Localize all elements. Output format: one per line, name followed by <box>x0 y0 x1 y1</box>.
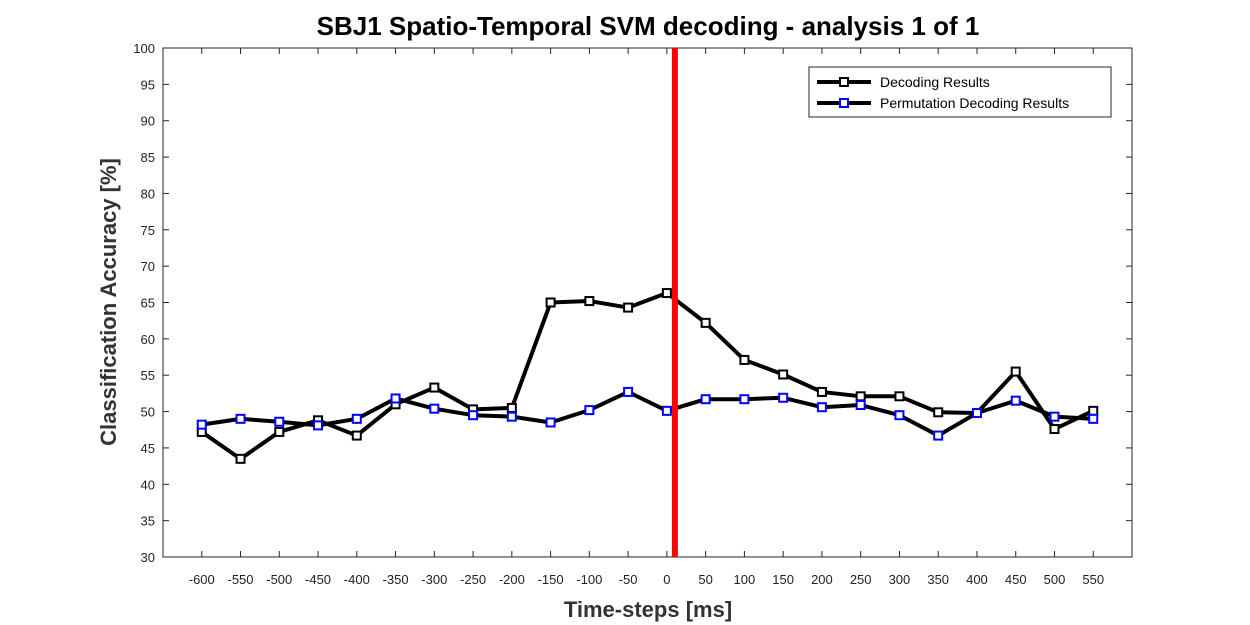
series-line-1 <box>200 291 1095 461</box>
series-2-point <box>739 394 750 405</box>
series-2-point <box>468 410 479 421</box>
y-tick-label: 40 <box>141 477 155 492</box>
legend-marker-2 <box>839 98 849 108</box>
series-2-point <box>816 402 827 413</box>
y-tick-label: 35 <box>141 514 155 529</box>
x-tick-label: 550 <box>1082 572 1104 587</box>
x-tick-label: -400 <box>344 572 370 587</box>
x-tick-label: -300 <box>421 572 447 587</box>
series-1-point <box>584 296 595 307</box>
series-2-point <box>778 392 789 403</box>
x-tick-label: 500 <box>1044 572 1066 587</box>
y-tick-label: 70 <box>141 259 155 274</box>
series-1-point <box>623 302 634 313</box>
series-1-point <box>700 317 711 328</box>
series-1-point <box>739 354 750 365</box>
y-tick-label: 65 <box>141 296 155 311</box>
series-1-point <box>1088 405 1099 416</box>
series-2-point <box>1088 413 1099 424</box>
y-tick-label: 55 <box>141 368 155 383</box>
x-tick-label: 50 <box>698 572 712 587</box>
series-2-point <box>545 417 556 428</box>
series-1-point <box>816 386 827 397</box>
legend-label-2: Permutation Decoding Results <box>880 95 1069 111</box>
series-1-point <box>429 382 440 393</box>
x-axis-label: Time-steps [ms] <box>564 597 732 622</box>
series-2-point <box>235 413 246 424</box>
series-2-point <box>390 393 401 404</box>
x-tick-label: -50 <box>619 572 638 587</box>
series-2-point <box>196 419 207 430</box>
x-tick-label: 450 <box>1005 572 1027 587</box>
x-tick-label: 400 <box>966 572 988 587</box>
series-1-point <box>855 391 866 402</box>
series-line-2 <box>201 389 1094 438</box>
series-2-point <box>429 403 440 414</box>
legend-marker-1 <box>839 77 849 87</box>
axes-box <box>162 47 1133 558</box>
x-tick-label: 250 <box>850 572 872 587</box>
series-2-point <box>313 420 324 431</box>
series-2-point <box>1049 411 1060 422</box>
x-tick-label: 0 <box>663 572 670 587</box>
series-1-point <box>235 453 246 464</box>
series-2-point <box>933 430 944 441</box>
y-tick-label: 75 <box>141 223 155 238</box>
series-1-point <box>894 391 905 402</box>
y-tick-label: 90 <box>141 114 155 129</box>
x-tick-label: -150 <box>538 572 564 587</box>
series-2-point <box>700 394 711 405</box>
x-tick-label: -550 <box>228 572 254 587</box>
x-tick-label: -350 <box>383 572 409 587</box>
series-1-point <box>933 407 944 418</box>
x-tick-label: 200 <box>811 572 833 587</box>
series-1-point <box>545 297 556 308</box>
series-1-point <box>351 430 362 441</box>
series-2-point <box>855 400 866 411</box>
x-tick-label: -450 <box>305 572 331 587</box>
x-tick-label: 100 <box>734 572 756 587</box>
series-1-point <box>1010 366 1021 377</box>
y-tick-label: 45 <box>141 441 155 456</box>
y-tick-label: 80 <box>141 186 155 201</box>
x-tick-label: -600 <box>189 572 215 587</box>
y-tick-label: 85 <box>141 150 155 165</box>
series-2-point <box>351 413 362 424</box>
x-tick-label: -100 <box>576 572 602 587</box>
series-1-point <box>661 288 672 299</box>
y-tick-label: 50 <box>141 405 155 420</box>
series-2-point <box>274 416 285 427</box>
series-2-point <box>661 405 672 416</box>
x-tick-label: 350 <box>927 572 949 587</box>
series-2-point <box>971 408 982 419</box>
y-tick-label: 60 <box>141 332 155 347</box>
series-2-point <box>1010 395 1021 406</box>
legend-box <box>808 66 1112 118</box>
series-1-point <box>778 369 789 380</box>
x-tick-label: -200 <box>499 572 525 587</box>
series-1-point <box>506 402 517 413</box>
x-tick-label: 150 <box>772 572 794 587</box>
series-2-point <box>584 405 595 416</box>
legend-label-1: Decoding Results <box>880 74 990 90</box>
series-2-point <box>894 410 905 421</box>
chart-title: SBJ1 Spatio-Temporal SVM decoding - anal… <box>317 11 980 41</box>
series-1-point <box>274 426 285 437</box>
x-tick-label: -500 <box>266 572 292 587</box>
series-2-point <box>506 411 517 422</box>
y-tick-label: 30 <box>141 550 155 565</box>
series-2-point <box>623 386 634 397</box>
y-tick-label: 95 <box>141 77 155 92</box>
series-1-point <box>1049 424 1060 435</box>
y-axis-label: Classification Accuracy [%] <box>96 158 121 446</box>
x-tick-label: -250 <box>460 572 486 587</box>
y-tick-label: 100 <box>133 41 155 56</box>
x-tick-label: 300 <box>889 572 911 587</box>
